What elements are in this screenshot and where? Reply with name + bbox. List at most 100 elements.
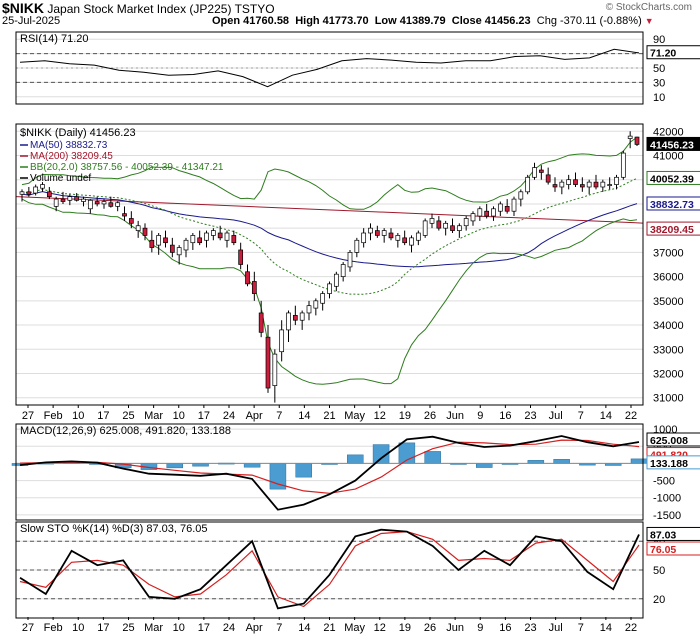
candle-body [388,232,394,239]
macd-y-tick-label: -500 [653,476,675,488]
candle-body [579,184,585,188]
candle-body [327,283,332,294]
candle-body [443,222,449,229]
price-x-tick-label: 21 [323,410,335,422]
candle-body [67,196,73,201]
macd-panel [15,423,644,521]
sto-x-tick-label: 24 [223,622,235,634]
candle-body [238,249,244,265]
candle-body [484,210,490,217]
candle-body [81,198,86,202]
macd-hist-bar [295,463,312,478]
price-x-tick-label: 7 [578,410,584,422]
price-x-tick-label: Jun [446,410,464,422]
sto-x-tick-label: 22 [625,622,637,634]
chart-title: $NIKK Japan Stock Market Index (JP225) T… [2,0,275,16]
sto-d-last-label-box [646,541,700,556]
rsi-panel [15,31,644,105]
price-y-tick-label: 37000 [653,247,684,259]
candle-body [33,186,39,194]
candle-body [299,312,305,321]
candle-body [347,252,353,268]
price-x-tick-label: Apr [246,410,263,422]
price-x-tick-label: May [344,410,365,422]
candle-body [607,184,613,186]
ma200-line [15,196,644,224]
candle-body [26,191,32,195]
price-x-tick-label: 24 [223,410,235,422]
rsi-y-tick-label: 90 [653,34,665,46]
candle-body [245,271,250,285]
macd-hist-bar [553,459,570,464]
price-x-tick-label: Feb [44,410,63,422]
price-last-label-box [646,221,700,236]
price-x-tick-label: 19 [399,410,411,422]
candle-body [115,202,121,207]
candle-body [224,232,230,241]
macd-hist-bar [630,458,648,464]
sto-x-tick-label: 23 [524,622,536,634]
price-x-tick-label: 10 [173,410,185,422]
price-x-tick-label: 17 [198,410,210,422]
candle-body [477,208,483,217]
candle-body [204,232,209,241]
macd-y-tick-label: -1000 [653,493,681,505]
candle-body [183,239,189,251]
candle-body [361,232,367,244]
price-y-tick-label: 34000 [653,320,684,332]
ma50-line [21,191,638,268]
sto-y-tick-label: 50 [653,565,665,577]
sto-k-line [19,528,640,610]
price-last-label: 38209.45 [650,224,694,236]
price-x-tick-label: Jul [549,410,563,422]
price-y-tick-label: 35000 [653,296,684,308]
price-x-tick-label: 12 [374,410,386,422]
sto-x-tick-label: 12 [374,622,386,634]
candle-body [19,191,25,195]
change-value: Chg -370.11 (-0.88%) [536,15,642,27]
low-value: Low 41389.79 [374,15,446,27]
sto-x-tick-label: Jul [549,622,563,634]
candle-body [87,199,93,210]
high-value: High 41773.70 [295,15,369,27]
price-last-label-box [646,170,700,185]
rsi-title: RSI(14) 71.20 [20,33,88,45]
price-x-tick-label: 14 [600,410,612,422]
sto-x-tick-label: 14 [298,622,310,634]
candle-body [163,237,168,244]
price-y-tick-label: 33000 [653,344,684,356]
rsi-line [19,48,640,88]
candle-body [74,196,80,201]
price-x-tick-label: Mar [144,410,163,422]
candle-body [251,281,257,294]
open-value: Open 41760.58 [212,15,290,27]
candle-body [46,191,52,198]
sto-x-tick-label: 19 [399,622,411,634]
sto-x-tick-label: 26 [424,622,436,634]
macd-hist-bar [243,463,261,468]
candle-body [600,181,606,188]
sto-x-tick-label: 7 [578,622,584,634]
candle-body [306,305,312,314]
legend-entry: MA(200) 38209.45 [30,151,113,162]
macd-hist-bar [476,463,493,468]
candle-body [518,191,524,200]
price-x-tick-label: 27 [22,410,34,422]
candle-body [566,179,572,185]
candle-body [368,227,373,234]
price-x-tick-label: 23 [524,410,536,422]
candle-body [279,329,285,353]
candle-body [313,300,319,309]
candle-body [593,181,599,188]
candle-body [538,169,544,173]
price-last-label-box [646,196,700,211]
sto-x-tick-label: 7 [276,622,282,634]
macd-hist-bar [166,463,183,469]
change-down-icon: ▼ [644,16,654,26]
price-last-label: 41456.23 [650,139,694,151]
price-title: $NIKK (Daily) 41456.23 [20,127,136,139]
watermark: © StockCharts.com [605,2,692,13]
legend-entry: Volume undef [30,173,91,184]
candle-body [422,220,428,236]
